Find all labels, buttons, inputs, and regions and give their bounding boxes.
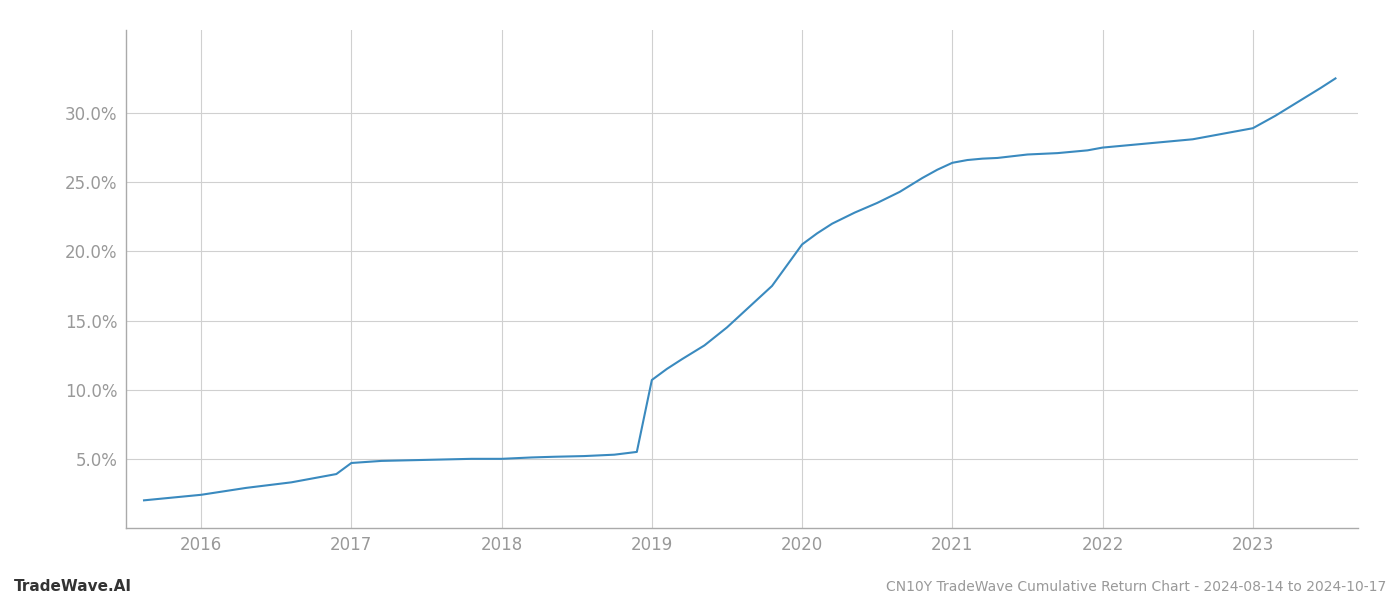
Text: TradeWave.AI: TradeWave.AI <box>14 579 132 594</box>
Text: CN10Y TradeWave Cumulative Return Chart - 2024-08-14 to 2024-10-17: CN10Y TradeWave Cumulative Return Chart … <box>886 580 1386 594</box>
